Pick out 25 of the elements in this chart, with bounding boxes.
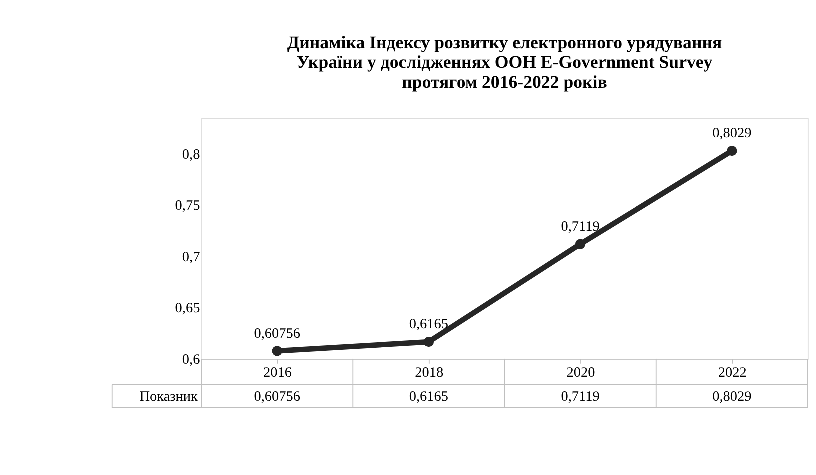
- data-label: 0,7119: [561, 388, 600, 405]
- x-tick-label: 2016: [264, 365, 292, 382]
- data-label: 0,8029: [712, 388, 752, 405]
- point: [575, 239, 586, 250]
- y-tick-label: 0,6: [182, 352, 200, 368]
- data-label: 0,6165: [409, 388, 449, 405]
- data-label: 0,60756: [254, 388, 301, 405]
- y-tick-label: 0,7: [182, 249, 200, 266]
- text: 0,60756: [254, 326, 301, 342]
- text: 0,8029: [712, 126, 752, 142]
- x-tick-label: 2022: [718, 365, 747, 382]
- text: Показник: [140, 388, 198, 405]
- point: [424, 336, 434, 348]
- text: Динаміка Індексу розвитку електронного урядування: [287, 32, 722, 53]
- point: [727, 146, 738, 156]
- y-tick-label: 0,8: [182, 146, 200, 163]
- text: 0,6165: [409, 316, 449, 333]
- text: протягом 2016-2022 років: [402, 72, 608, 92]
- y-tick-label: 0,75: [175, 198, 200, 214]
- y-tick-label: 0,65: [175, 300, 200, 317]
- x-tick-label: 2018: [415, 365, 444, 382]
- x-tick-label: 2020: [566, 365, 596, 382]
- text: України у дослідженнях ООН E-Government Survey: [296, 52, 713, 72]
- text: 0,7119: [561, 218, 600, 235]
- point: [272, 346, 282, 356]
